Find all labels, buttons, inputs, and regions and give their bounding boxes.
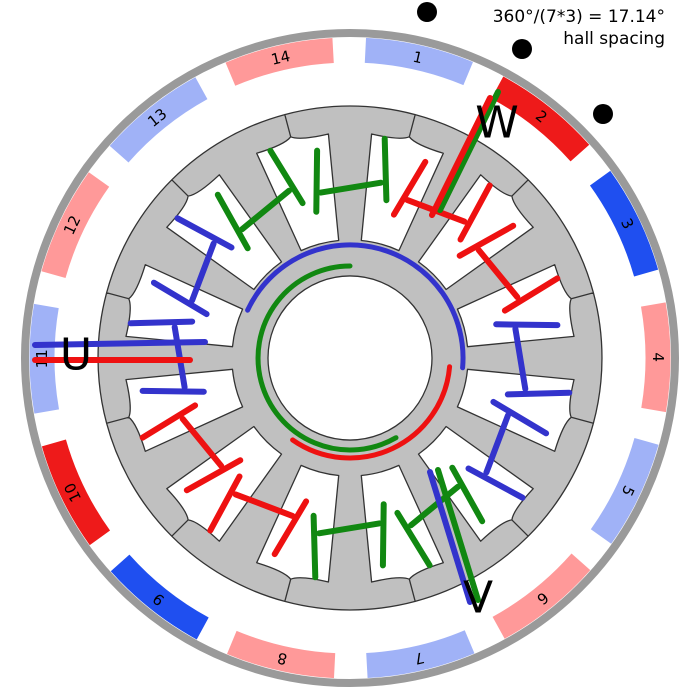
winding-turn (385, 139, 387, 201)
phase-label-w: W (475, 98, 519, 149)
magnet-label: 4 (649, 352, 667, 362)
winding-turn (316, 151, 317, 212)
hall-spacing-formula: 360°/(7*3) = 17.14° (493, 6, 665, 28)
winding-turn (131, 322, 193, 324)
phase-label-v: V (463, 573, 493, 624)
winding-turn (496, 324, 557, 325)
hall-spacing-caption: hall spacing (493, 28, 665, 50)
winding-turn (143, 391, 204, 392)
winding-turn (314, 516, 316, 578)
phase-label-u: U (60, 330, 92, 381)
hall-sensor (417, 2, 437, 22)
winding-turn (383, 504, 384, 565)
winding-turn (508, 393, 570, 395)
hall-spacing-annotation: 360°/(7*3) = 17.14° hall spacing (493, 6, 665, 50)
hall-sensor (593, 104, 613, 124)
